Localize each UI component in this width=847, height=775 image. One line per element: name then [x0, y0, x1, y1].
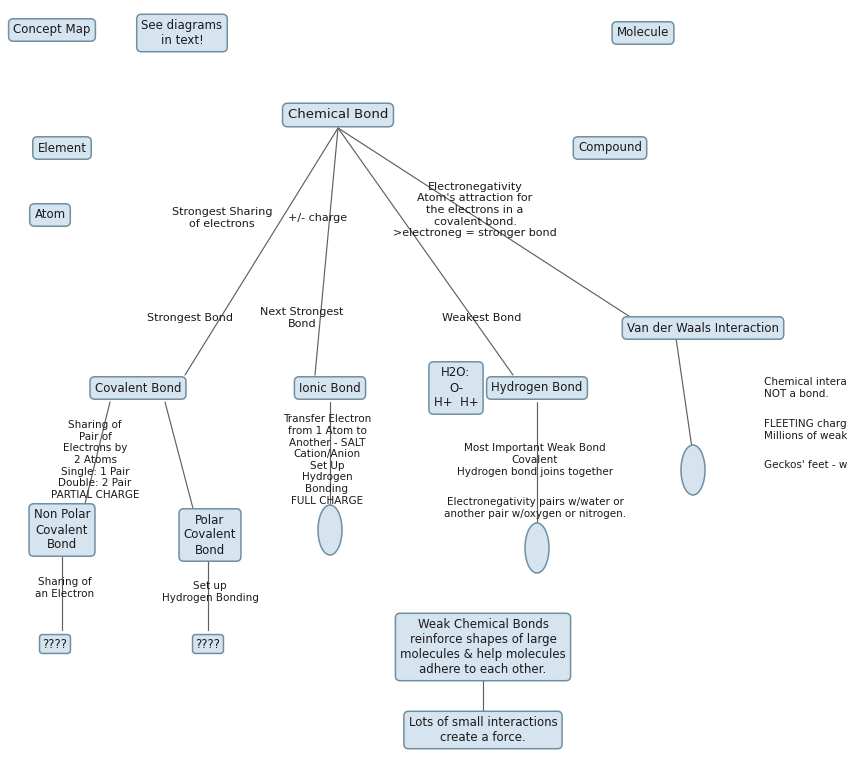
Text: Strongest Sharing
of electrons: Strongest Sharing of electrons: [172, 207, 272, 229]
Text: ????: ????: [196, 638, 220, 650]
Text: FLEETING charge differences.
Millions of weak attractions.: FLEETING charge differences. Millions of…: [764, 419, 847, 441]
Text: H2O:
O-
H+  H+: H2O: O- H+ H+: [434, 367, 479, 409]
Text: Non Polar
Covalent
Bond: Non Polar Covalent Bond: [34, 508, 91, 552]
Text: Ionic Bond: Ionic Bond: [299, 381, 361, 394]
Text: Element: Element: [37, 142, 86, 154]
Text: Sharing of
Pair of
Electrons by
2 Atoms
Single: 1 Pair
Double: 2 Pair
PARTIAL CH: Sharing of Pair of Electrons by 2 Atoms …: [51, 420, 139, 500]
Text: Hydrogen Bond: Hydrogen Bond: [491, 381, 583, 394]
Text: Strongest Bond: Strongest Bond: [147, 313, 233, 323]
Ellipse shape: [318, 505, 342, 555]
Text: Weakest Bond: Weakest Bond: [442, 313, 522, 323]
Text: Electronegativity pairs w/water or
another pair w/oxygen or nitrogen.: Electronegativity pairs w/water or anoth…: [444, 498, 626, 518]
Text: Weak Chemical Bonds
reinforce shapes of large
molecules & help molecules
adhere : Weak Chemical Bonds reinforce shapes of …: [400, 618, 566, 676]
Text: Electronegativity
Atom's attraction for
the electrons in a
covalent bond.
>elect: Electronegativity Atom's attraction for …: [393, 182, 556, 238]
Text: Transfer Electron
from 1 Atom to
Another - SALT
Cation/Anion
Set Up
Hydrogen
Bon: Transfer Electron from 1 Atom to Another…: [283, 415, 371, 505]
Text: Sharing of
an Electron: Sharing of an Electron: [36, 577, 95, 599]
Text: ????: ????: [42, 638, 68, 650]
Text: Most Important Weak Bond
Covalent
Hydrogen bond joins together: Most Important Weak Bond Covalent Hydrog…: [457, 443, 613, 477]
Text: Lots of small interactions
create a force.: Lots of small interactions create a forc…: [408, 716, 557, 744]
Text: Set up
Hydrogen Bonding: Set up Hydrogen Bonding: [162, 581, 258, 603]
Text: See diagrams
in text!: See diagrams in text!: [141, 19, 223, 47]
Ellipse shape: [525, 523, 549, 573]
Text: Geckos' feet - walk up wall.: Geckos' feet - walk up wall.: [764, 460, 847, 470]
Text: +/- charge: +/- charge: [289, 213, 347, 223]
Text: Covalent Bond: Covalent Bond: [95, 381, 181, 394]
Ellipse shape: [681, 445, 705, 495]
Text: Atom: Atom: [35, 208, 65, 222]
Text: Van der Waals Interaction: Van der Waals Interaction: [627, 322, 779, 335]
Text: Molecule: Molecule: [617, 26, 669, 40]
Text: Chemical interaction,
NOT a bond.: Chemical interaction, NOT a bond.: [764, 377, 847, 399]
Text: Concept Map: Concept Map: [14, 23, 91, 36]
Text: Chemical Bond: Chemical Bond: [288, 109, 388, 122]
Text: Polar
Covalent
Bond: Polar Covalent Bond: [184, 514, 236, 556]
Text: Next Strongest
Bond: Next Strongest Bond: [260, 307, 344, 329]
Text: Compound: Compound: [578, 142, 642, 154]
